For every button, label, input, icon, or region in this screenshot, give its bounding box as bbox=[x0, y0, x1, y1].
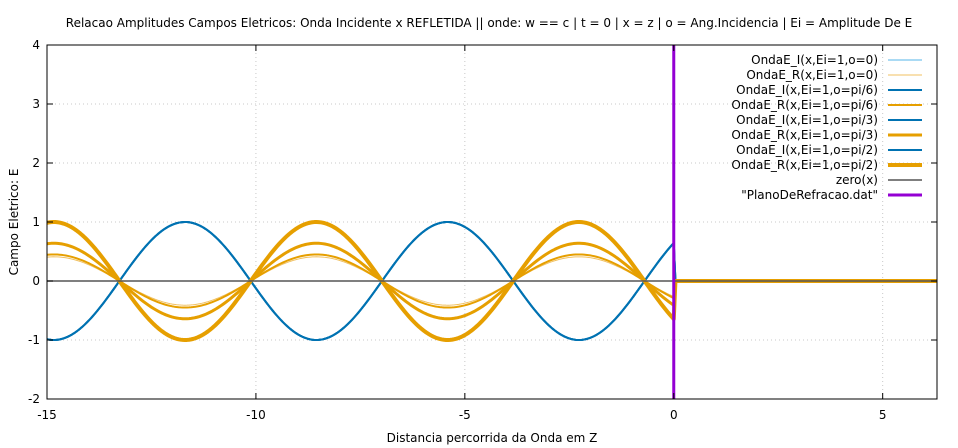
y-tick-label-0: -2 bbox=[28, 392, 40, 406]
legend-label-0: OndaE_I(x,Ei=1,o=0) bbox=[751, 53, 878, 67]
legend: OndaE_I(x,Ei=1,o=0)OndaE_R(x,Ei=1,o=0)On… bbox=[731, 53, 922, 202]
x-tick-label-1: -10 bbox=[246, 408, 266, 422]
legend-label-2: OndaE_I(x,Ei=1,o=pi/6) bbox=[736, 83, 878, 97]
legend-label-7: OndaE_R(x,Ei=1,o=pi/2) bbox=[731, 158, 878, 172]
x-tick-label-3: 0 bbox=[670, 408, 678, 422]
legend-label-6: OndaE_I(x,Ei=1,o=pi/2) bbox=[736, 143, 878, 157]
y-tick-label-3: 1 bbox=[32, 215, 40, 229]
legend-label-3: OndaE_R(x,Ei=1,o=pi/6) bbox=[731, 98, 878, 112]
series-line-7 bbox=[46, 220, 937, 342]
x-tick-label-0: -15 bbox=[37, 408, 57, 422]
plot-frame bbox=[46, 44, 938, 400]
x-tick-label-2: -5 bbox=[459, 408, 471, 422]
series-line-5 bbox=[46, 241, 937, 321]
series-line-3 bbox=[46, 253, 937, 309]
legend-label-1: OndaE_R(x,Ei=1,o=0) bbox=[746, 68, 878, 82]
y-axis-title: Campo Eletrico: E bbox=[7, 169, 21, 276]
y-tick-label-4: 2 bbox=[32, 156, 40, 170]
chart-title: Relacao Amplitudes Campos Eletricos: Ond… bbox=[66, 16, 912, 30]
y-tick-label-1: -1 bbox=[28, 333, 40, 347]
y-tick-label-5: 3 bbox=[32, 97, 40, 111]
legend-label-9: "PlanoDeRefracao.dat" bbox=[741, 188, 878, 202]
x-axis-title: Distancia percorrida da Onda em Z bbox=[387, 431, 598, 445]
legend-label-5: OndaE_R(x,Ei=1,o=pi/3) bbox=[731, 128, 878, 142]
series-layer bbox=[46, 45, 937, 399]
y-tick-label-2: 0 bbox=[32, 274, 40, 288]
series-line-6 bbox=[46, 221, 677, 341]
x-tick-label-4: 5 bbox=[879, 408, 887, 422]
y-tick-label-6: 4 bbox=[32, 38, 40, 52]
legend-label-4: OndaE_I(x,Ei=1,o=pi/3) bbox=[736, 113, 878, 127]
legend-label-8: zero(x) bbox=[836, 173, 878, 187]
